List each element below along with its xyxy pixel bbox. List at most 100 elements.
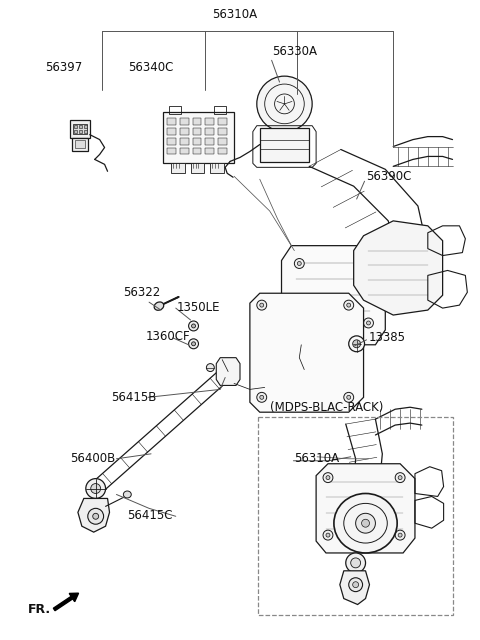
Ellipse shape	[361, 519, 370, 527]
Ellipse shape	[363, 318, 373, 328]
Ellipse shape	[398, 476, 402, 479]
Ellipse shape	[363, 259, 373, 268]
Ellipse shape	[257, 300, 267, 310]
Bar	[84, 125, 87, 128]
Bar	[260, 128, 309, 163]
Ellipse shape	[223, 367, 233, 376]
Text: FR.: FR.	[27, 603, 50, 616]
Ellipse shape	[192, 324, 195, 328]
Text: 56330A: 56330A	[272, 45, 317, 58]
Ellipse shape	[395, 530, 405, 540]
Ellipse shape	[257, 392, 267, 403]
Bar	[73, 124, 87, 134]
Ellipse shape	[294, 318, 304, 328]
Bar	[218, 147, 227, 154]
Bar	[74, 125, 77, 128]
Ellipse shape	[347, 396, 351, 399]
Ellipse shape	[353, 340, 360, 348]
Ellipse shape	[334, 493, 397, 553]
Ellipse shape	[395, 473, 405, 483]
Bar	[74, 130, 77, 132]
Text: 1360CF: 1360CF	[146, 330, 191, 343]
Ellipse shape	[260, 303, 264, 307]
Bar	[192, 128, 202, 134]
Ellipse shape	[323, 473, 333, 483]
Polygon shape	[281, 246, 385, 345]
Ellipse shape	[346, 553, 366, 573]
Ellipse shape	[356, 513, 375, 533]
Ellipse shape	[323, 530, 333, 540]
Bar	[192, 147, 202, 154]
Ellipse shape	[294, 259, 304, 268]
Bar	[70, 120, 90, 138]
Bar	[167, 118, 176, 125]
Text: 56397: 56397	[46, 61, 83, 74]
Bar	[163, 112, 234, 163]
Bar	[214, 106, 226, 114]
Bar	[79, 125, 82, 128]
Text: 56322: 56322	[123, 285, 161, 299]
Bar	[180, 128, 189, 134]
Text: (MDPS-BLAC-RACK): (MDPS-BLAC-RACK)	[270, 401, 383, 414]
Bar	[180, 147, 189, 154]
Text: 56415C: 56415C	[127, 509, 173, 522]
Ellipse shape	[154, 302, 164, 310]
Bar	[171, 163, 185, 173]
Ellipse shape	[349, 336, 364, 352]
Ellipse shape	[301, 347, 317, 363]
Text: 56415B: 56415B	[111, 391, 157, 404]
Bar	[218, 138, 227, 145]
Ellipse shape	[260, 396, 264, 399]
Text: 56310A: 56310A	[213, 8, 258, 20]
Bar	[84, 130, 87, 132]
Ellipse shape	[344, 300, 354, 310]
Text: 56310A: 56310A	[294, 452, 339, 465]
Ellipse shape	[86, 479, 106, 499]
Ellipse shape	[206, 364, 214, 372]
Ellipse shape	[257, 76, 312, 132]
Ellipse shape	[91, 484, 101, 493]
Bar	[72, 138, 88, 152]
Bar	[192, 138, 202, 145]
Bar	[191, 163, 204, 173]
Ellipse shape	[88, 508, 104, 524]
Text: 56340C: 56340C	[128, 61, 174, 74]
Bar	[258, 417, 453, 616]
Ellipse shape	[326, 476, 330, 479]
Ellipse shape	[353, 582, 359, 588]
Ellipse shape	[93, 513, 99, 519]
Ellipse shape	[297, 321, 301, 325]
Ellipse shape	[218, 362, 238, 381]
Bar	[205, 118, 214, 125]
Bar	[205, 128, 214, 134]
Polygon shape	[78, 499, 109, 532]
Polygon shape	[354, 221, 443, 315]
Bar	[218, 128, 227, 134]
FancyArrow shape	[53, 593, 79, 611]
Ellipse shape	[189, 339, 199, 349]
Polygon shape	[316, 464, 415, 553]
Ellipse shape	[297, 262, 301, 266]
Ellipse shape	[347, 303, 351, 307]
Text: 1350LE: 1350LE	[177, 301, 220, 314]
Ellipse shape	[192, 342, 195, 346]
Bar	[167, 128, 176, 134]
Bar	[79, 130, 82, 132]
Bar	[180, 118, 189, 125]
Polygon shape	[250, 293, 363, 412]
Ellipse shape	[326, 533, 330, 537]
Ellipse shape	[258, 307, 360, 403]
Bar	[167, 147, 176, 154]
Ellipse shape	[123, 491, 131, 498]
Ellipse shape	[349, 578, 362, 591]
Ellipse shape	[367, 262, 371, 266]
Bar	[218, 118, 227, 125]
Bar	[205, 147, 214, 154]
Text: 56390C: 56390C	[367, 170, 412, 183]
Ellipse shape	[351, 558, 360, 568]
Ellipse shape	[189, 321, 199, 331]
Bar	[167, 138, 176, 145]
Bar	[210, 163, 224, 173]
Ellipse shape	[367, 321, 371, 325]
Ellipse shape	[398, 533, 402, 537]
